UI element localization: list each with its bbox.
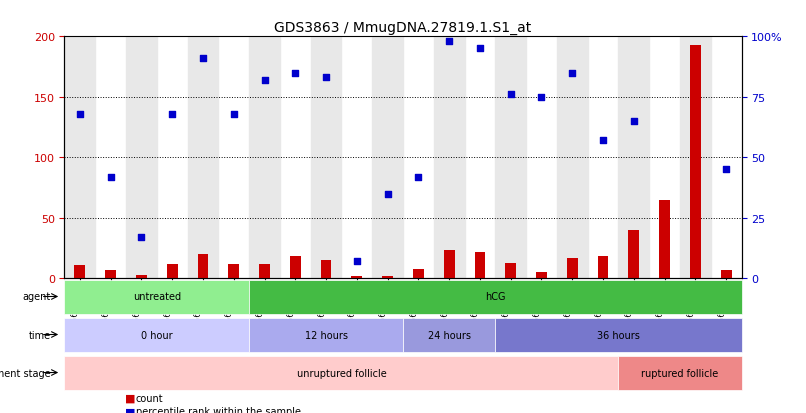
Bar xyxy=(690,45,700,278)
Text: hCG: hCG xyxy=(485,292,505,302)
Text: GDS3863 / MmugDNA.27819.1.S1_at: GDS3863 / MmugDNA.27819.1.S1_at xyxy=(274,21,532,35)
Bar xyxy=(290,257,301,278)
Bar xyxy=(618,356,742,390)
Text: 0 hour: 0 hour xyxy=(141,330,172,339)
Text: ■: ■ xyxy=(126,393,136,403)
Point xyxy=(135,234,147,241)
Text: 12 hours: 12 hours xyxy=(305,330,347,339)
Bar xyxy=(188,37,218,278)
Point xyxy=(473,46,486,52)
Bar xyxy=(618,37,649,278)
Point xyxy=(412,174,425,180)
Point xyxy=(289,70,301,77)
Bar xyxy=(136,275,147,278)
Bar xyxy=(249,318,403,353)
Bar xyxy=(106,270,116,278)
Point xyxy=(197,56,210,62)
Bar xyxy=(372,37,403,278)
Bar xyxy=(249,280,742,315)
Text: ruptured follicle: ruptured follicle xyxy=(642,368,719,377)
Point xyxy=(258,77,271,84)
Bar xyxy=(721,270,732,278)
Bar xyxy=(680,37,711,278)
Bar xyxy=(74,265,85,278)
Point xyxy=(104,174,117,180)
Bar xyxy=(598,257,609,278)
Text: 24 hours: 24 hours xyxy=(428,330,471,339)
Bar xyxy=(505,263,516,278)
Point xyxy=(351,259,364,265)
Bar xyxy=(629,230,639,278)
Point xyxy=(381,191,394,197)
Bar xyxy=(228,264,239,278)
Text: agent: agent xyxy=(23,292,51,302)
Bar xyxy=(496,37,526,278)
Point xyxy=(505,92,517,98)
Bar xyxy=(659,200,670,278)
Bar xyxy=(351,276,362,278)
Point xyxy=(166,111,179,118)
Bar xyxy=(567,258,578,278)
Bar xyxy=(64,318,249,353)
Bar xyxy=(64,356,618,390)
Point xyxy=(535,94,548,101)
Text: 36 hours: 36 hours xyxy=(597,330,640,339)
Point xyxy=(227,111,240,118)
Bar xyxy=(310,37,342,278)
Bar xyxy=(475,252,485,278)
Text: untreated: untreated xyxy=(133,292,181,302)
Point xyxy=(566,70,579,77)
Point xyxy=(442,39,455,45)
Bar xyxy=(496,318,742,353)
Point xyxy=(73,111,86,118)
Point xyxy=(320,75,333,81)
Point xyxy=(627,119,640,125)
Bar xyxy=(64,280,249,315)
Bar xyxy=(557,37,588,278)
Bar xyxy=(64,37,95,278)
Text: count: count xyxy=(135,393,163,403)
Point xyxy=(720,166,733,173)
Bar xyxy=(260,264,270,278)
Text: time: time xyxy=(29,330,51,339)
Bar xyxy=(167,264,177,278)
Text: ■: ■ xyxy=(126,406,136,413)
Bar xyxy=(249,37,280,278)
Bar xyxy=(444,251,455,278)
Bar xyxy=(413,269,424,278)
Bar xyxy=(126,37,157,278)
Bar xyxy=(382,276,393,278)
Text: percentile rank within the sample: percentile rank within the sample xyxy=(135,406,301,413)
Bar xyxy=(536,273,546,278)
Bar xyxy=(321,261,331,278)
Bar xyxy=(434,37,464,278)
Text: unruptured follicle: unruptured follicle xyxy=(297,368,386,377)
Bar xyxy=(403,318,496,353)
Point xyxy=(596,138,609,144)
Text: development stage: development stage xyxy=(0,368,51,377)
Bar xyxy=(197,254,208,278)
